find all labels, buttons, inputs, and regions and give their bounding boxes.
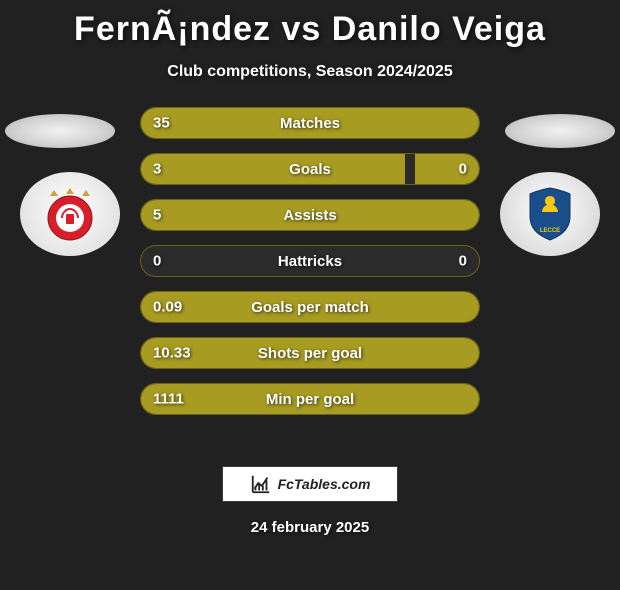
comparison-area: LECCE 35 Matches 3 0 Goals 5 Assists 0 0 Hattrick…: [0, 107, 620, 427]
stat-value-left: 10.33: [153, 345, 191, 362]
bar-fill-left: [141, 154, 405, 184]
stat-row: 1111 Min per goal: [140, 383, 480, 415]
stat-row: 5 Assists: [140, 199, 480, 231]
player-photo-right: [505, 114, 615, 148]
lecce-crest-icon: LECCE: [520, 184, 580, 244]
date-label: 24 february 2025: [0, 519, 620, 536]
benfica-crest-icon: [40, 184, 100, 244]
stat-row: 0 0 Hattricks: [140, 245, 480, 277]
stat-row: 3 0 Goals: [140, 153, 480, 185]
bar-fill-right: [415, 154, 479, 184]
stat-label: Matches: [280, 115, 340, 132]
stat-row: 35 Matches: [140, 107, 480, 139]
stat-value-left: 35: [153, 115, 170, 132]
page-title: FernÃ¡ndez vs Danilo Veiga: [0, 10, 620, 49]
stat-bars: 35 Matches 3 0 Goals 5 Assists 0 0 Hattricks 0.09 G…: [140, 107, 480, 415]
stat-label: Shots per goal: [258, 345, 362, 362]
stat-row: 0.09 Goals per match: [140, 291, 480, 323]
stat-label: Hattricks: [278, 253, 342, 270]
stat-value-left: 5: [153, 207, 161, 224]
player-photo-left: [5, 114, 115, 148]
stat-row: 10.33 Shots per goal: [140, 337, 480, 369]
stat-value-left: 3: [153, 161, 161, 178]
team-crest-left: [20, 172, 120, 256]
stat-value-right: 0: [459, 161, 467, 178]
stat-label: Goals: [289, 161, 331, 178]
watermark: FcTables.com: [222, 466, 398, 502]
chart-icon: [250, 473, 272, 495]
watermark-text: FcTables.com: [278, 476, 371, 492]
stat-value-left: 0.09: [153, 299, 182, 316]
stat-value-right: 0: [459, 253, 467, 270]
stat-value-left: 1111: [153, 391, 184, 408]
stat-label: Assists: [283, 207, 336, 224]
stat-value-left: 0: [153, 253, 161, 270]
stat-label: Min per goal: [266, 391, 354, 408]
subtitle: Club competitions, Season 2024/2025: [0, 63, 620, 81]
svg-text:LECCE: LECCE: [540, 228, 560, 234]
team-crest-right: LECCE: [500, 172, 600, 256]
stat-label: Goals per match: [251, 299, 369, 316]
